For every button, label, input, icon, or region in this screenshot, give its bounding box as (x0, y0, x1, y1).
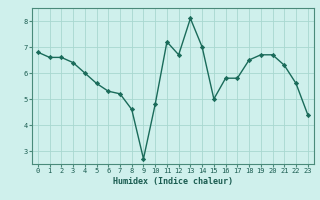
X-axis label: Humidex (Indice chaleur): Humidex (Indice chaleur) (113, 177, 233, 186)
